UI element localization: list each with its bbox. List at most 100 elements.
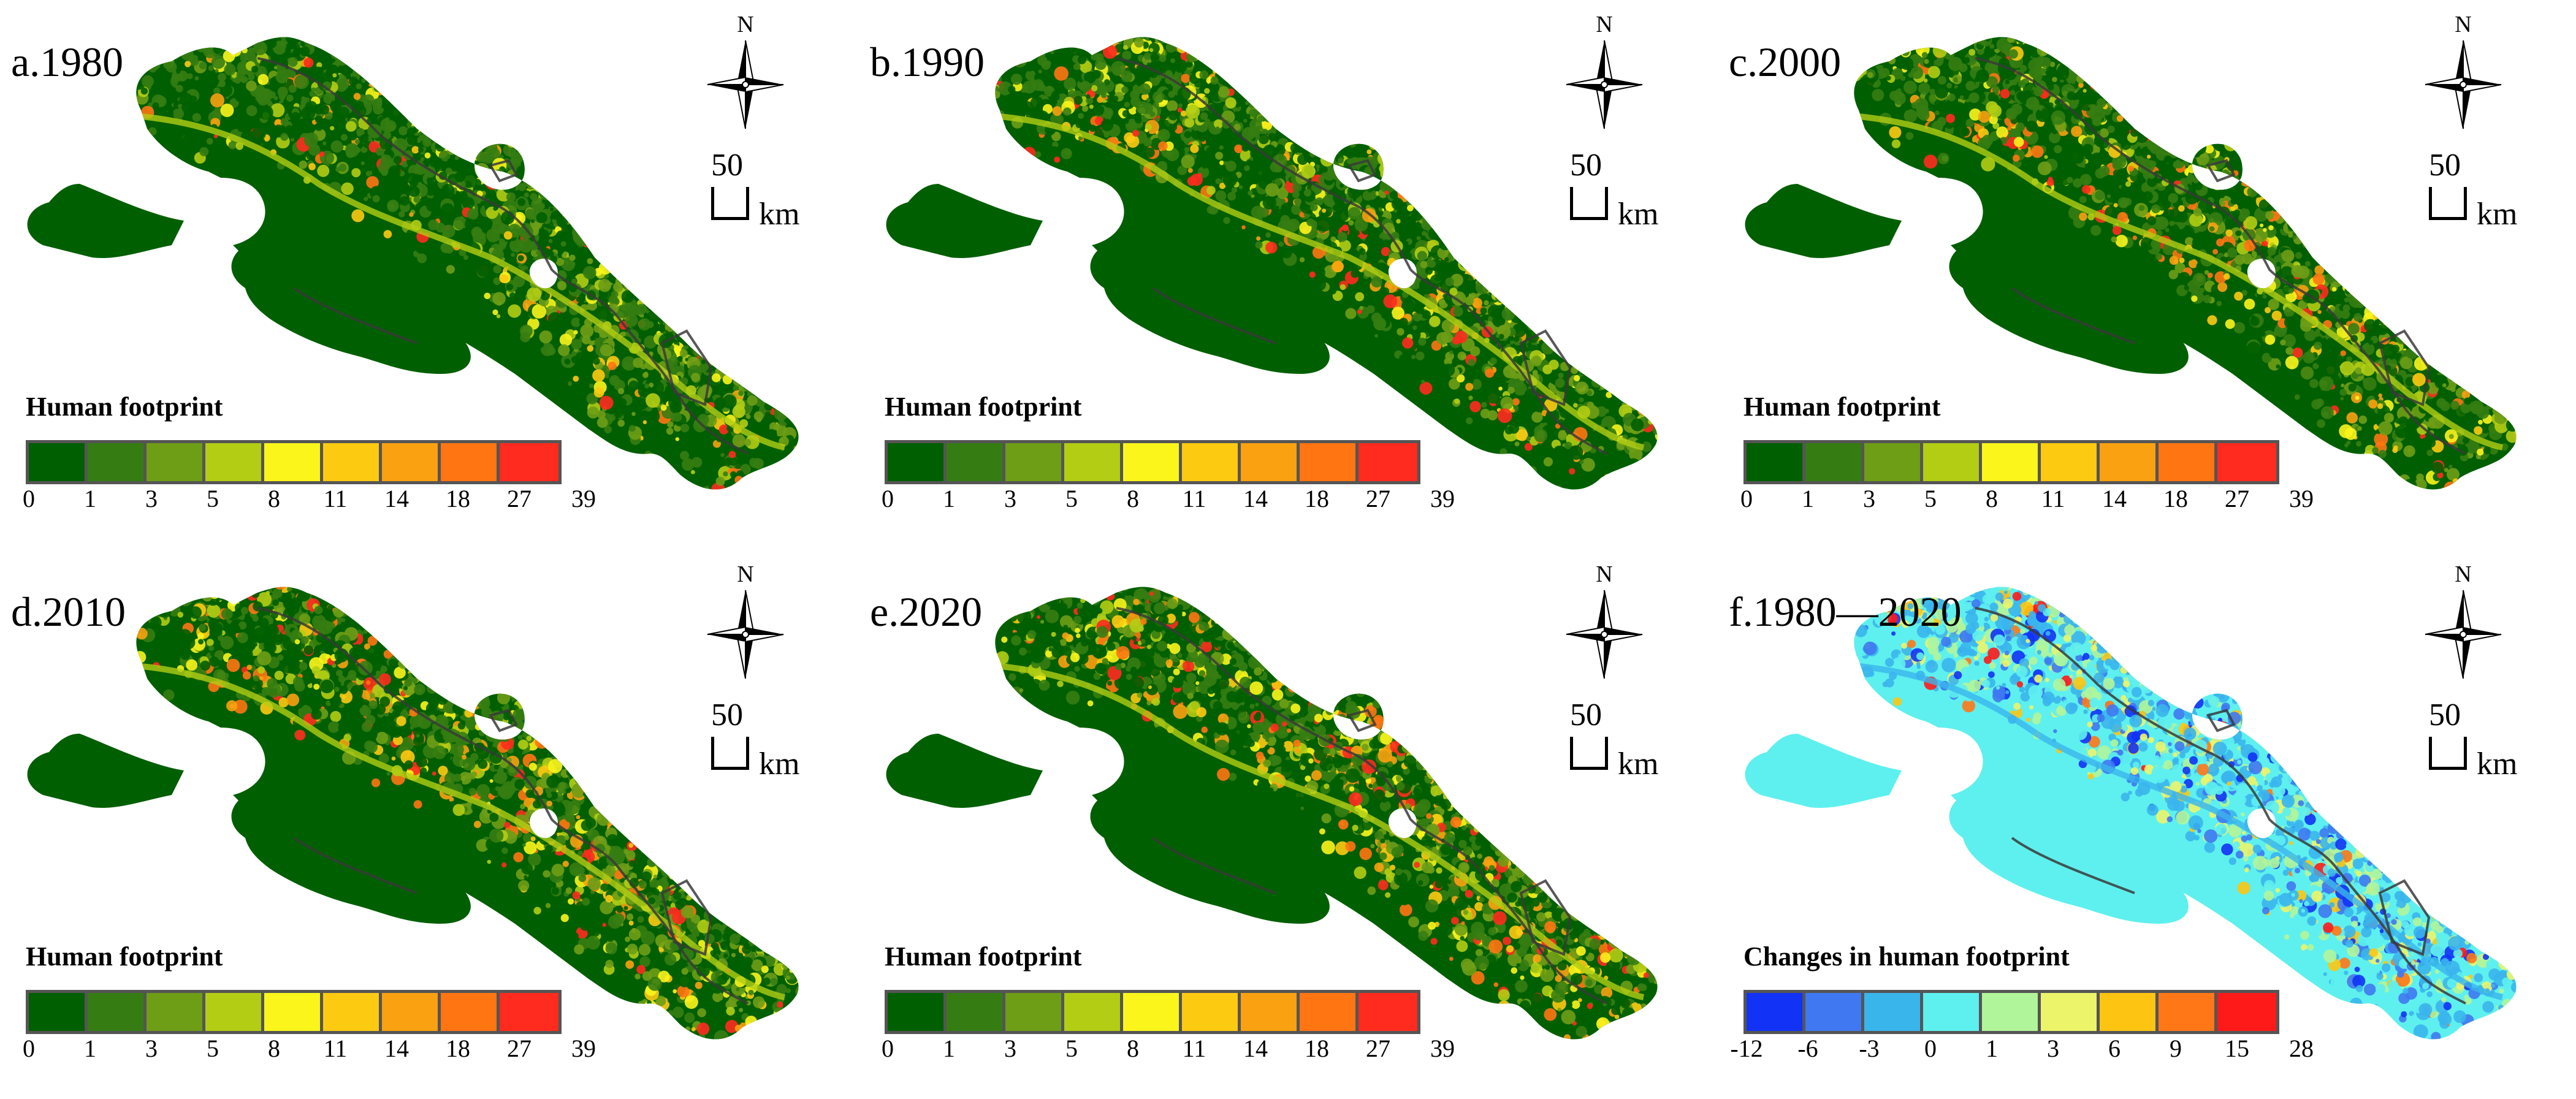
legend-break-label: 8 — [268, 485, 280, 512]
legend-break-label: 11 — [2041, 485, 2065, 512]
legend-break-label: 5 — [207, 1035, 219, 1062]
reserve-boundary — [1975, 57, 2466, 455]
panel-title: c.2000 — [1729, 39, 1842, 85]
legend-break-label: 39 — [1430, 1035, 1455, 1062]
scale-unit: km — [1618, 747, 1659, 781]
legend-break-label: 8 — [1127, 1035, 1139, 1062]
legend-break-label: 8 — [268, 1035, 280, 1062]
legend-swatch — [1747, 443, 1805, 481]
north-arrow-icon: N — [703, 561, 788, 690]
reserve-boundary — [293, 837, 417, 894]
scale-bar — [1570, 737, 1608, 770]
legend-swatch — [1982, 993, 2041, 1031]
legend-swatch — [205, 993, 264, 1031]
panel-title: a.1980 — [11, 39, 124, 85]
panel-title: e.2020 — [870, 588, 983, 635]
legend-break-label: 18 — [446, 485, 470, 512]
reserve-boundary — [1116, 607, 1607, 1005]
legend-swatch — [1005, 993, 1064, 1031]
legend-swatch — [2159, 443, 2217, 481]
north-arrow-icon: N — [703, 11, 788, 140]
legend-break-label: 11 — [1182, 485, 1206, 512]
scale-unit: km — [759, 747, 800, 781]
legend-break-label: 11 — [323, 485, 348, 512]
reserve-boundary — [1116, 57, 1607, 455]
legend-break-label: 27 — [507, 1035, 532, 1062]
legend-swatch — [264, 993, 323, 1031]
north-arrow-icon: N — [1561, 11, 1647, 140]
north-arrow-icon: N — [2420, 11, 2506, 140]
legend-break-label: -12 — [1730, 1035, 1763, 1062]
legend-swatch — [1123, 993, 1182, 1031]
panel-title: f.1980—2020 — [1729, 588, 1962, 635]
legend-break-label: 3 — [145, 1035, 158, 1062]
legend-swatch — [1064, 993, 1123, 1031]
legend-color-bar — [26, 440, 562, 484]
legend-swatch — [88, 993, 147, 1031]
legend-break-label: 1 — [943, 1035, 955, 1062]
legend-swatch — [888, 443, 947, 481]
legend-break-label: 15 — [2225, 1035, 2249, 1062]
scale-value: 50 — [1570, 698, 1602, 732]
legend-swatch — [88, 443, 147, 481]
legend-break-label: 1 — [1986, 1035, 1998, 1062]
legend-swatch — [1358, 443, 1417, 481]
legend-swatch — [1241, 443, 1300, 481]
map-canvas — [1745, 37, 2517, 490]
legend-title: Human footprint — [26, 392, 223, 422]
legend-break-label: -3 — [1859, 1035, 1880, 1062]
legend-break-label: 1 — [1802, 485, 1814, 512]
legend-swatch — [2217, 993, 2276, 1031]
legend-break-label: -6 — [1797, 1035, 1818, 1062]
scale-value: 50 — [711, 148, 743, 183]
scale-bar — [2429, 187, 2467, 220]
legend-break-label: 28 — [2289, 1035, 2314, 1062]
legend-swatch — [947, 443, 1005, 481]
legend-swatch — [1923, 443, 1982, 481]
legend-break-label: 18 — [2163, 485, 2188, 512]
legend-title: Human footprint — [885, 392, 1082, 422]
legend-swatch — [1005, 443, 1064, 481]
legend-break-label: 0 — [1924, 1035, 1937, 1062]
legend-swatch — [500, 993, 558, 1031]
north-label: N — [2455, 561, 2471, 587]
legend-title: Human footprint — [26, 941, 223, 972]
reserve-boundary — [2378, 329, 2431, 406]
scale-bar — [711, 737, 749, 770]
legend-swatch — [1747, 993, 1805, 1031]
legend-swatch — [441, 443, 500, 481]
legend-break-label: 14 — [1243, 1035, 1268, 1062]
north-label: N — [737, 561, 753, 587]
legend-break-label: 27 — [1366, 1035, 1390, 1062]
legend-break-label: 39 — [571, 485, 596, 512]
legend-swatch — [1805, 443, 1864, 481]
legend-color-bar — [1743, 990, 2279, 1034]
legend-title: Human footprint — [885, 941, 1082, 972]
legend-title: Human footprint — [1743, 392, 1941, 422]
legend-swatch — [2100, 993, 2159, 1031]
legend-swatch — [1805, 993, 1864, 1031]
legend-swatch — [888, 993, 947, 1031]
legend-swatch — [1182, 993, 1241, 1031]
legend-swatch — [1300, 993, 1358, 1031]
north-arrow-icon: N — [1561, 561, 1647, 690]
legend-swatch — [1358, 993, 1417, 1031]
legend-swatch — [2100, 443, 2159, 481]
legend-break-label: 3 — [2047, 1035, 2059, 1062]
reserve-boundary — [2378, 879, 2431, 956]
legend-title: Changes in human footprint — [1743, 941, 2070, 972]
reserve-boundary — [1519, 879, 1572, 956]
map-panel-d: d.2010 N 50 km Human footprint 0 1 3 5 8 11 14 18 27 3… — [0, 550, 858, 1099]
legend-swatch — [441, 993, 500, 1031]
reserve-boundary — [2206, 159, 2236, 183]
legend-swatch — [205, 443, 264, 481]
legend-color-bar — [885, 990, 1420, 1034]
legend-break-label: 3 — [1004, 485, 1016, 512]
legend-swatch — [147, 443, 205, 481]
legend-color-bar — [26, 990, 562, 1034]
legend-swatch — [1864, 993, 1923, 1031]
legend-swatch — [947, 993, 1005, 1031]
legend-break-label: 18 — [1305, 1035, 1329, 1062]
map-panel-e: e.2020 N 50 km Human footprint 0 1 3 5 8 11 14 18 27 3… — [859, 550, 1717, 1099]
reserve-boundary — [660, 329, 713, 406]
